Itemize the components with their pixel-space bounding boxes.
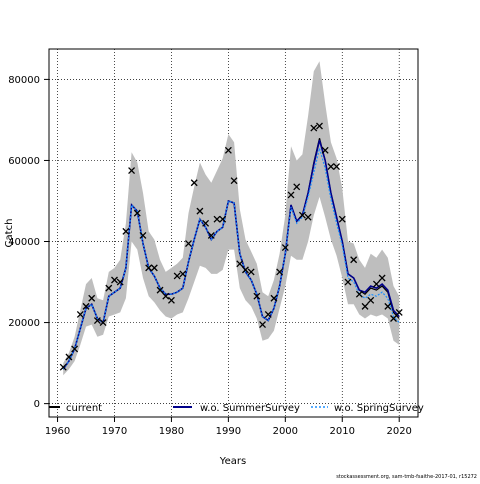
observed-point	[236, 260, 244, 268]
observed-point	[384, 302, 392, 310]
observed-point	[310, 124, 318, 132]
x-tick-label: 1970	[102, 426, 127, 437]
observed-point	[327, 163, 335, 170]
x-axis-title: Years	[219, 456, 246, 467]
observed-point	[350, 256, 358, 264]
observed-point	[156, 286, 164, 294]
legend-label-spring: w.o. SpringSurvey	[334, 403, 424, 414]
observed-point	[230, 177, 238, 185]
observed-point	[116, 278, 124, 286]
observed-point	[179, 270, 187, 278]
y-tick-label: 80000	[8, 75, 40, 86]
observed-point	[241, 266, 249, 274]
observed-point	[390, 315, 397, 322]
observed-point	[185, 240, 192, 247]
observed-point	[196, 207, 204, 215]
y-tick-label: 60000	[8, 156, 40, 167]
footer-source: stockassessment.org, sam-tmb-fsaithe-201…	[336, 474, 477, 480]
observed-point	[293, 183, 301, 191]
observed-point	[264, 311, 272, 318]
observed-point	[355, 290, 363, 298]
observed-point	[65, 353, 73, 361]
observed-point	[304, 213, 312, 221]
observed-point	[224, 146, 232, 154]
confidence-band	[63, 61, 400, 376]
observed-point	[253, 292, 261, 300]
y-tick-label: 20000	[8, 318, 40, 329]
observed-point	[316, 122, 323, 130]
legend: current w.o. SummerSurvey w.o. SpringSur…	[49, 403, 424, 414]
x-tick-label: 1980	[159, 426, 184, 437]
observed-point	[298, 211, 306, 219]
observed-point	[139, 231, 147, 239]
observed-point	[213, 215, 221, 223]
series-line-spring-survey	[62, 148, 400, 370]
plot-frame	[48, 48, 419, 418]
observed-point	[333, 163, 341, 170]
observed-point	[259, 321, 267, 329]
x-axis: 1960 1970 1980 1990 2000 2010 2020	[45, 417, 412, 437]
observed-point	[150, 264, 158, 272]
observed-points	[59, 122, 403, 371]
observed-point	[71, 345, 79, 353]
observed-point	[247, 268, 255, 276]
x-tick-label: 1990	[216, 426, 241, 437]
observed-point	[88, 294, 96, 302]
x-tick-label: 2010	[330, 426, 355, 437]
observed-point	[344, 278, 352, 286]
observed-point	[281, 244, 289, 252]
observed-point	[105, 284, 113, 292]
legend-label-current: current	[66, 403, 102, 414]
x-tick-label: 1960	[45, 426, 70, 437]
observed-point	[173, 272, 181, 280]
observed-point	[167, 296, 175, 304]
observed-point	[202, 219, 210, 227]
observed-point	[276, 268, 284, 276]
observed-point	[321, 146, 329, 154]
observed-point	[338, 215, 346, 223]
observed-point	[162, 292, 170, 300]
observed-point	[59, 363, 67, 371]
observed-point	[93, 317, 101, 325]
observed-point	[122, 227, 130, 235]
y-axis-title: Catch	[4, 219, 15, 248]
x-tick-label: 2000	[273, 426, 298, 437]
observed-point	[76, 311, 84, 318]
observed-point	[395, 308, 403, 316]
observed-point	[133, 209, 141, 217]
observed-point	[287, 191, 295, 199]
y-axis: 0 20000 40000 60000 80000	[8, 75, 49, 410]
observed-point	[128, 167, 136, 175]
observed-point	[270, 294, 278, 302]
observed-point	[111, 276, 118, 284]
observed-point	[82, 302, 90, 310]
observed-point	[219, 215, 227, 223]
observed-point	[367, 296, 375, 304]
observed-point	[361, 302, 369, 310]
observed-point	[372, 280, 380, 288]
observed-point	[145, 264, 153, 272]
observed-point	[99, 319, 107, 327]
x-tick-label: 2020	[386, 426, 411, 437]
y-tick-label: 40000	[8, 237, 40, 248]
observed-point	[190, 179, 198, 187]
observed-point	[378, 274, 386, 282]
y-tick-label: 0	[34, 399, 40, 410]
series-lines	[62, 138, 400, 370]
legend-label-summer: w.o. SummerSurvey	[200, 403, 300, 414]
observed-point	[207, 231, 215, 239]
